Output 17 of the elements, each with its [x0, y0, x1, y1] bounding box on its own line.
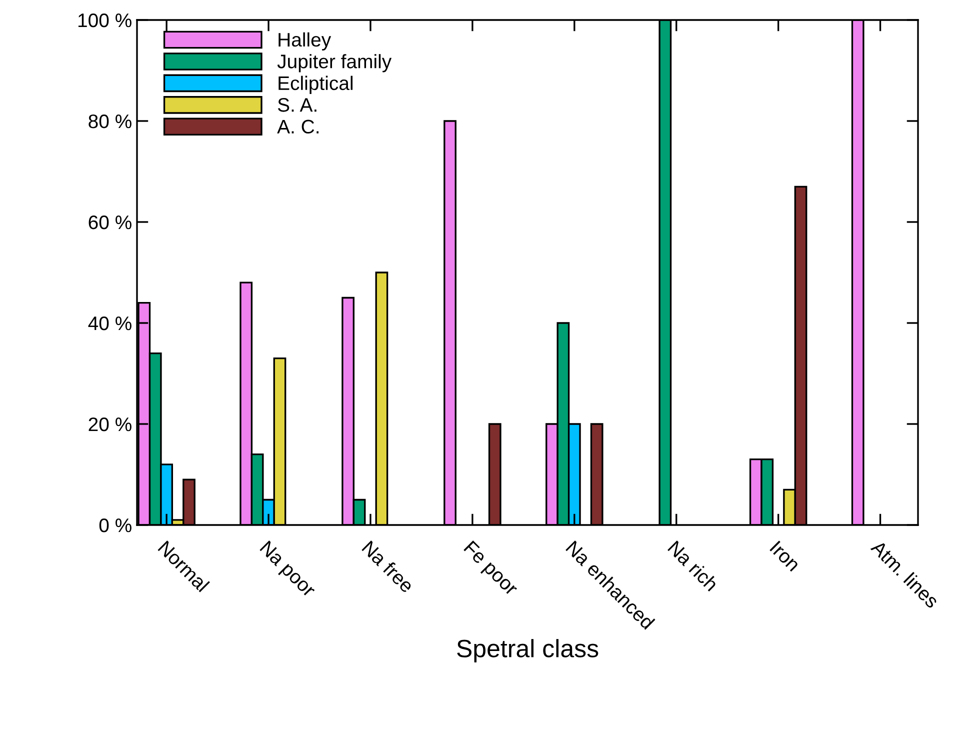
x-axis-title: Spetral class	[457, 639, 598, 662]
legend-label: A. C.	[277, 120, 319, 134]
x-tick-label: Na poor	[256, 540, 317, 600]
y-tick-label: 20 %	[88, 417, 132, 432]
x-tick-label: Iron	[769, 540, 801, 572]
legend-label: Halley	[278, 32, 332, 50]
legend-label: S. A.	[278, 98, 316, 112]
x-tick-label: Fe poor	[460, 540, 520, 599]
y-tick-label: 100 %	[78, 13, 132, 28]
x-tick-label: Na rich	[667, 540, 720, 592]
legend-label: Ecliptical	[278, 76, 352, 94]
x-tick-label: Na free	[362, 540, 415, 594]
y-tick-label: 80 %	[88, 114, 132, 128]
y-tick-label: 0 %	[99, 518, 132, 532]
y-tick-label: 60 %	[88, 215, 132, 230]
legend-label: Jupiter family	[277, 54, 392, 72]
y-tick-label: 40 %	[88, 316, 132, 330]
